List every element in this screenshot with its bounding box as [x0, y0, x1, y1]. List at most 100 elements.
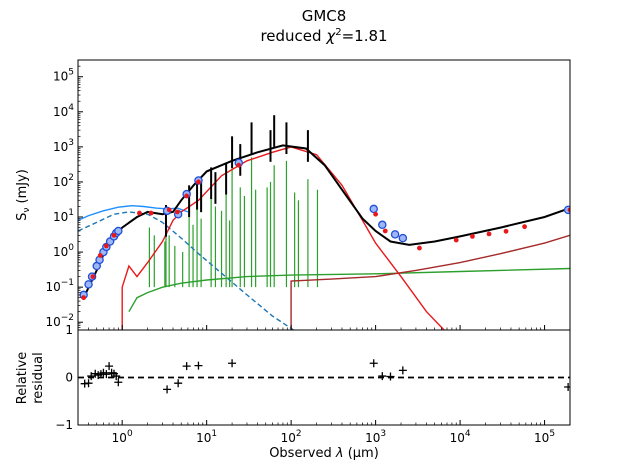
model-curve-4	[121, 146, 446, 330]
sed-ytick-label-6-exp: 4	[68, 103, 74, 113]
model-flux-11	[236, 162, 242, 168]
residual-xtick-label-5-base: 10	[534, 431, 549, 445]
residual-point-2	[87, 372, 96, 381]
model-flux-10	[196, 179, 201, 185]
residual-point-11	[112, 372, 121, 381]
residual-xtick-label-0-base: 10	[112, 431, 127, 445]
residual-xtick-label-0: 100	[112, 429, 133, 445]
residual-xlabel: Observed λ (μm)	[269, 446, 379, 461]
xlabel-lambda: λ	[335, 446, 344, 461]
sed-ytick-label-2-base: 10	[53, 245, 68, 259]
residual-point-8	[105, 362, 114, 371]
model-flux-14	[417, 245, 422, 251]
subtitle-exp: 2	[335, 27, 342, 38]
sed-ylabel-main: S	[15, 213, 30, 221]
observed-flux-18	[390, 230, 400, 239]
residual-ylabel-line2: residual	[31, 352, 46, 404]
sed-ytick-label-3-base: 10	[53, 210, 68, 224]
chart-title: GMC8	[301, 7, 347, 25]
chart-subtitle: reduced χ2=1.81	[78, 27, 570, 45]
observed-flux-16	[369, 204, 378, 214]
model-flux-7	[166, 207, 172, 213]
residual-point-1	[84, 379, 93, 388]
residual-point-12	[114, 378, 123, 387]
observed-flux-19	[398, 233, 408, 243]
sed-ytick-label-0-base: 10	[45, 315, 60, 329]
residual-xtick-label-5: 105	[534, 429, 555, 445]
sed-ytick-label-1-exp: −1	[61, 278, 74, 288]
model-flux-9	[184, 193, 190, 199]
sed-ytick-label-7-exp: 5	[68, 68, 74, 78]
model-curve-0	[78, 211, 295, 330]
residual-ytick-label-1: 0	[65, 371, 73, 385]
sed-ytick-label-4: 102	[53, 173, 74, 189]
residual-point-17	[228, 359, 237, 368]
residual-xtick-label-3-exp: 3	[380, 429, 386, 439]
sed-plot-area	[78, 115, 570, 330]
residual-ytick-label-0: 1	[65, 323, 73, 337]
residual-point-18	[369, 359, 378, 368]
residual-xtick-label-1: 101	[196, 429, 217, 445]
sed-ytick-label-4-base: 10	[53, 175, 68, 189]
residual-ylabel-line1: Relative	[15, 352, 30, 404]
residual-xtick-label-2-base: 10	[281, 431, 296, 445]
sed-ylabel-sub: ν	[22, 208, 32, 213]
subtitle-chi: χ	[326, 27, 336, 45]
sed-ylabel-unit: (mJy)	[15, 169, 30, 207]
model-curve-2	[128, 267, 570, 313]
residual-xtick-label-4-base: 10	[450, 431, 465, 445]
residual-point-13	[163, 385, 172, 394]
sed-ytick-label-0-exp: −2	[61, 313, 74, 323]
model-flux-4	[111, 232, 117, 238]
sed-ytick-label-0: 10−2	[45, 313, 74, 329]
residual-point-7	[102, 370, 111, 379]
subtitle-prefix: reduced	[260, 27, 327, 45]
sed-ytick-label-2-exp: 0	[68, 243, 74, 253]
residual-xtick-label-2: 102	[281, 429, 302, 445]
residual-xtick-label-0-exp: 0	[127, 429, 133, 439]
residual-xtick-label-5-exp: 5	[549, 429, 555, 439]
residual-point-16	[194, 361, 203, 370]
residual-point-22	[564, 383, 570, 391]
model-flux-0	[81, 295, 87, 301]
model-flux-12	[373, 211, 379, 217]
residual-plot-area	[78, 359, 570, 394]
model-flux-5	[137, 210, 142, 216]
model-flux-8	[174, 209, 180, 215]
residual-xtick-label-3-base: 10	[365, 431, 380, 445]
xlabel-unit: (μm)	[344, 446, 379, 461]
sed-ytick-label-7-base: 10	[53, 70, 68, 84]
observed-flux-10	[114, 226, 123, 236]
residual-xtick-label-4-exp: 4	[465, 429, 471, 439]
model-flux-3	[103, 243, 109, 249]
residual-point-14	[174, 379, 183, 388]
xlabel-prefix: Observed	[269, 446, 336, 461]
residual-xtick-label-2-exp: 2	[296, 429, 302, 439]
model-flux-1	[90, 274, 96, 279]
residual-point-21	[398, 366, 407, 375]
sed-ytick-label-6-base: 10	[53, 105, 68, 119]
model-flux-2	[97, 253, 103, 258]
residual-xtick-label-3: 103	[365, 429, 386, 445]
residual-point-20	[386, 372, 395, 381]
model-flux-15	[453, 237, 459, 243]
sed-ytick-label-7: 105	[53, 68, 74, 84]
sed-ytick-label-1-base: 10	[45, 280, 60, 294]
sed-ytick-label-1: 10−1	[45, 278, 74, 294]
residual-ytick-label-2: −1	[55, 418, 73, 432]
residual-point-19	[378, 372, 387, 381]
sed-ytick-label-4-exp: 2	[68, 173, 74, 183]
sed-ytick-label-2: 100	[53, 243, 74, 259]
model-flux-17	[486, 231, 492, 237]
sed-ytick-label-3-exp: 1	[68, 208, 74, 218]
model-flux-19	[522, 224, 527, 230]
observed-flux-1	[84, 280, 93, 289]
model-flux-20	[567, 207, 570, 213]
residual-point-15	[182, 362, 191, 371]
residual-axes-frame	[77, 329, 571, 426]
model-flux-18	[503, 228, 509, 234]
sed-axes-frame	[77, 59, 571, 331]
sed-ytick-label-5-base: 10	[53, 140, 68, 154]
